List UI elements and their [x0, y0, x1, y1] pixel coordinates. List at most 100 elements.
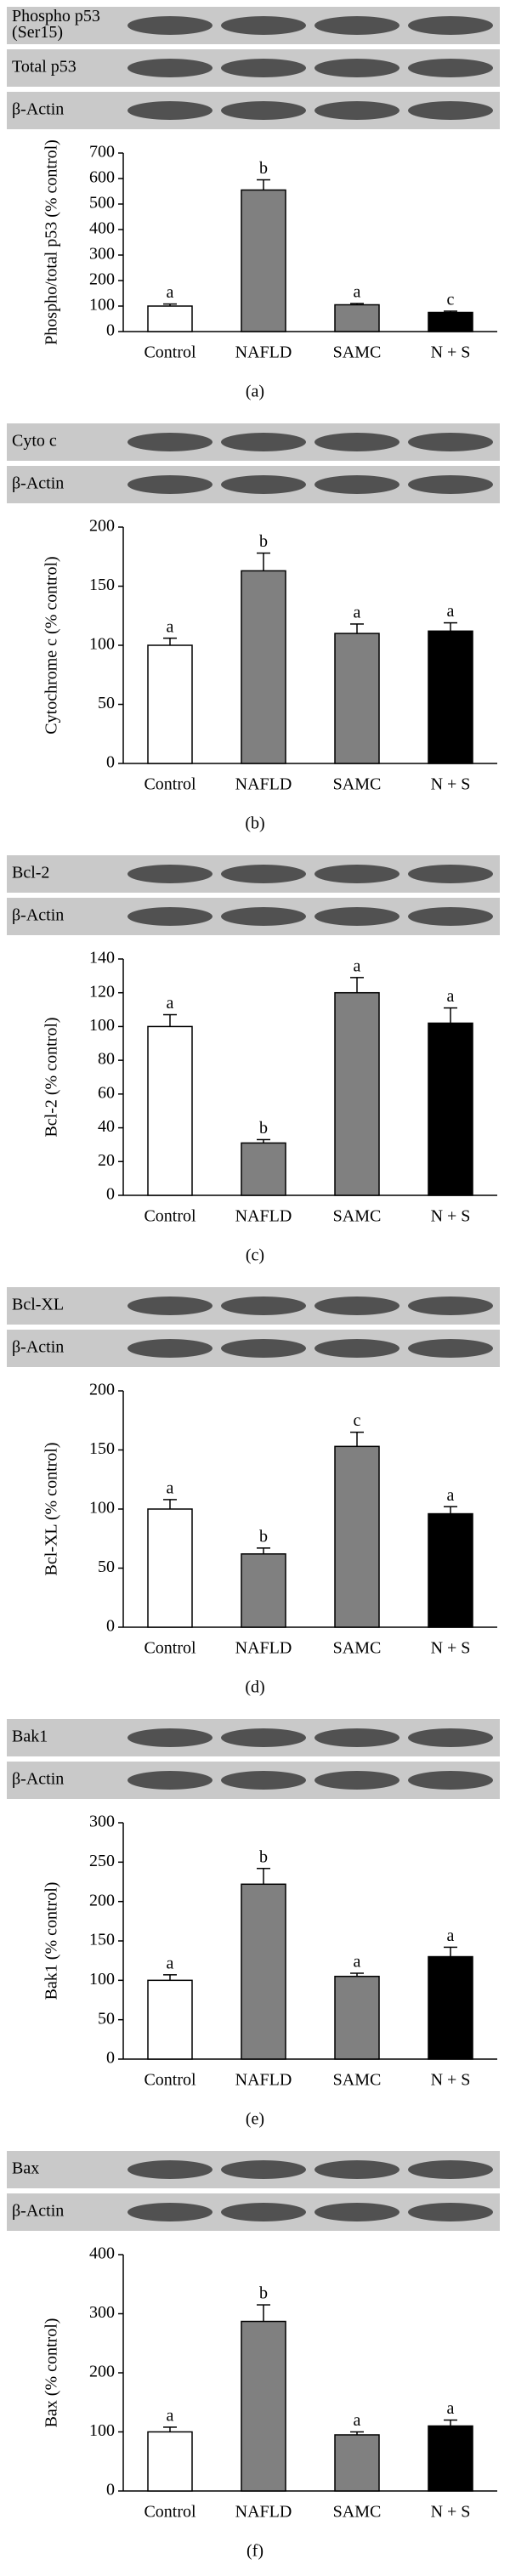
y-tick-label: 0	[106, 321, 115, 340]
x-tick-label: NAFLD	[235, 343, 292, 362]
y-tick-label: 60	[98, 1083, 115, 1102]
bar	[428, 1512, 473, 1628]
blot-label: β-Actin	[12, 1338, 64, 1357]
y-tick-label: 80	[98, 1050, 115, 1069]
blot-band	[128, 865, 212, 883]
y-tick-label: 50	[98, 694, 115, 712]
panel-label: (c)	[246, 1246, 264, 1265]
y-tick-label: 150	[89, 576, 115, 594]
bar	[241, 1883, 286, 2060]
blot-label: Bak1	[12, 1728, 48, 1746]
y-tick-label: 0	[106, 2049, 115, 2068]
y-tick-label: 200	[89, 2363, 115, 2381]
x-tick-label: NAFLD	[235, 1207, 292, 1226]
blot-band	[221, 59, 306, 77]
bar	[147, 1508, 193, 1628]
y-tick-label: 200	[89, 1891, 115, 1909]
blot-band	[408, 2203, 493, 2221]
x-tick-label: NAFLD	[235, 1639, 292, 1658]
blot-band	[221, 865, 306, 883]
y-tick-label: 600	[89, 168, 115, 187]
y-axis-label: Bax (% control)	[42, 2318, 61, 2428]
bar	[428, 1022, 473, 1196]
y-axis-label: Bcl-XL (% control)	[42, 1443, 61, 1576]
bar	[334, 991, 380, 1196]
blot-band	[221, 2160, 306, 2179]
y-tick-label: 100	[89, 296, 115, 315]
bar	[241, 2320, 286, 2492]
blot-band	[128, 1771, 212, 1790]
annotation: a	[167, 1954, 174, 1972]
annotation: b	[259, 2284, 268, 2303]
annotation: a	[447, 1486, 455, 1505]
x-tick-label: NAFLD	[235, 775, 292, 794]
blot-band	[221, 16, 306, 35]
x-tick-label: Control	[144, 343, 196, 362]
blot-label: β-Actin	[12, 100, 64, 119]
annotation: a	[447, 987, 455, 1006]
bar	[334, 304, 380, 332]
annotation: a	[354, 283, 361, 302]
x-tick-label: N + S	[431, 1639, 471, 1658]
y-tick-label: 100	[89, 635, 115, 654]
panel: Bcl-2 β-Actin 0 20 40 60 80 100 120 140 Bcl-2 (% c…	[7, 855, 500, 1265]
panel: Bcl-XL β-Actin 0 50 100 150 200 Bcl-XL (% contr…	[7, 1287, 500, 1697]
bar	[334, 2434, 380, 2492]
blot-label: Bcl-2	[12, 864, 49, 882]
y-tick-label: 150	[89, 1931, 115, 1949]
blot-band	[221, 1339, 306, 1358]
bar	[147, 644, 193, 764]
y-tick-label: 140	[89, 949, 115, 967]
blot-band	[408, 101, 493, 120]
y-tick-label: 50	[98, 1558, 115, 1576]
bar	[241, 189, 286, 332]
panel: Bax β-Actin 0 100 200 300 400 Bax (% control) a C…	[7, 2151, 500, 2561]
y-tick-label: 100	[89, 1970, 115, 1989]
blot-band	[128, 1728, 212, 1747]
y-tick-label: 500	[89, 194, 115, 213]
blot-band	[221, 2203, 306, 2221]
blot-band	[314, 1728, 400, 1747]
y-axis-label: Bak1 (% control)	[42, 1882, 61, 2000]
blot-band	[221, 1297, 306, 1315]
annotation: c	[354, 1411, 361, 1430]
blot-band	[128, 16, 212, 35]
blot-label: Phospho p53	[12, 7, 100, 26]
annotation: a	[167, 2407, 174, 2426]
blot-band	[408, 1297, 493, 1315]
annotation: a	[167, 283, 174, 302]
bar	[428, 630, 473, 764]
y-tick-label: 300	[89, 245, 115, 264]
panel-label: (f)	[246, 2542, 264, 2561]
y-tick-label: 300	[89, 2303, 115, 2322]
blot-band	[408, 475, 493, 494]
x-tick-label: N + S	[431, 1207, 471, 1226]
blot-band	[128, 2203, 212, 2221]
blot-label: Cyto c	[12, 432, 57, 451]
bar	[147, 1979, 193, 2060]
blot-band	[408, 2160, 493, 2179]
annotation: b	[259, 159, 268, 178]
y-tick-label: 120	[89, 982, 115, 1001]
bar	[428, 2425, 473, 2492]
x-tick-label: N + S	[431, 343, 471, 362]
x-tick-label: NAFLD	[235, 2071, 292, 2090]
blot-band	[314, 1297, 400, 1315]
panel: Phospho p53(Ser15) Total p53 β-Actin 0 100 20…	[7, 7, 500, 401]
x-tick-label: Control	[144, 1639, 196, 1658]
x-tick-label: SAMC	[333, 1639, 382, 1658]
bar	[241, 570, 286, 764]
panel-label: (e)	[246, 2110, 264, 2129]
blot-band	[221, 907, 306, 926]
blot-band	[408, 1728, 493, 1747]
blot-band	[314, 101, 400, 120]
bar	[147, 1025, 193, 1196]
blot-band	[221, 433, 306, 451]
blot-band	[408, 1339, 493, 1358]
bar	[334, 1445, 380, 1628]
blot-label: β-Actin	[12, 2202, 64, 2221]
blot-band	[314, 16, 400, 35]
annotation: b	[259, 1119, 268, 1138]
panel: Cyto c β-Actin 0 50 100 150 200 Cytochrome c (%…	[7, 423, 500, 833]
x-tick-label: SAMC	[333, 2071, 382, 2090]
